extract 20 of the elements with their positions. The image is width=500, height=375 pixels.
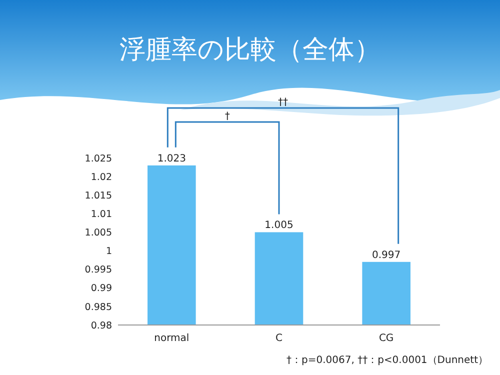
y-tick-label: 0.985 — [84, 302, 112, 313]
y-tick-label: 1.025 — [84, 153, 112, 164]
y-tick-label: 1.01 — [90, 208, 112, 220]
y-tick-label: 1.015 — [84, 190, 112, 202]
data-label: 1.023 — [157, 153, 186, 164]
y-tick-label: 0.98 — [90, 320, 112, 332]
x-tick-label: CG — [378, 333, 394, 344]
x-tick-label: normal — [154, 333, 190, 344]
x-tick-label: C — [276, 333, 283, 344]
y-tick-label: 0.99 — [90, 283, 112, 294]
y-tick-label: 1.02 — [90, 172, 112, 183]
y-tick-label: 0.995 — [84, 264, 112, 276]
chart-title: 浮腫率の比較（全体） — [120, 35, 380, 65]
y-tick-label: 1.005 — [84, 228, 112, 239]
y-tick-label: 1 — [106, 246, 112, 258]
text: † — [224, 111, 230, 122]
data-label: 0.997 — [372, 250, 401, 261]
text: †：p=0.0067, ††：p<0.0001（Dunnett） — [286, 355, 488, 366]
data-label: 1.005 — [264, 220, 294, 232]
text: †† — [278, 97, 288, 108]
